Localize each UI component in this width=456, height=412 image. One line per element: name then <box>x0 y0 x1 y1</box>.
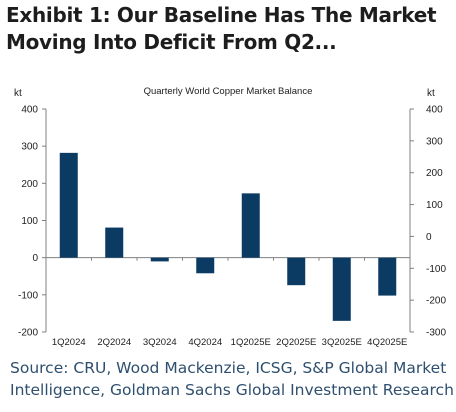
y-tick-label-right: 400 <box>426 105 443 116</box>
plot-area: -200 -100 0 100 200 300 400 -300 -200 -100 0 100 200… <box>18 105 446 349</box>
x-tick-label: 3Q2024 <box>143 337 177 348</box>
x-tick-label: 2Q2025E <box>276 337 316 348</box>
exhibit-headline: Exhibit 1: Our Baseline Has The Market M… <box>6 3 437 54</box>
y-tick-label-right: 0 <box>426 232 432 243</box>
y-axis-unit-left: kt <box>14 88 22 99</box>
bar <box>332 257 351 321</box>
bar <box>287 257 306 286</box>
y-tick-label-left: 400 <box>21 105 38 116</box>
y-tick-label-right: -300 <box>426 328 446 339</box>
y-tick-label-left: 0 <box>32 253 38 264</box>
x-tick-label: 4Q2025E <box>367 337 407 348</box>
x-tick-label: 1Q2025E <box>231 337 271 348</box>
bar <box>241 193 260 258</box>
y-tick-label-left: 300 <box>21 142 38 153</box>
y-tick-label-left: 200 <box>21 179 38 190</box>
x-tick-label: 3Q2025E <box>322 337 362 348</box>
bar <box>196 257 215 274</box>
bar <box>150 257 169 262</box>
y-tick-label-left: -100 <box>18 290 38 301</box>
bar <box>59 152 78 258</box>
source-note: Source: CRU, Wood Mackenzie, ICSG, S&P G… <box>10 359 454 399</box>
x-tick-label: 2Q2024 <box>97 337 131 348</box>
bar <box>105 227 124 258</box>
y-tick-label-right: 100 <box>426 200 443 211</box>
chart-title: Quarterly World Copper Market Balance <box>144 86 313 97</box>
y-tick-label-right: -100 <box>426 264 446 275</box>
y-tick-label-left: 100 <box>21 216 38 227</box>
bar <box>378 257 397 296</box>
x-tick-label: 1Q2024 <box>52 337 86 348</box>
x-tick-label: 4Q2024 <box>188 337 222 348</box>
y-tick-label-right: -200 <box>426 296 446 307</box>
y-tick-label-right: 300 <box>426 136 443 147</box>
y-tick-label-left: -200 <box>18 328 38 339</box>
y-tick-label-right: 200 <box>426 168 443 179</box>
y-axis-unit-right: kt <box>427 88 435 99</box>
bar-chart: Quarterly World Copper Market Balance kt… <box>14 86 446 349</box>
